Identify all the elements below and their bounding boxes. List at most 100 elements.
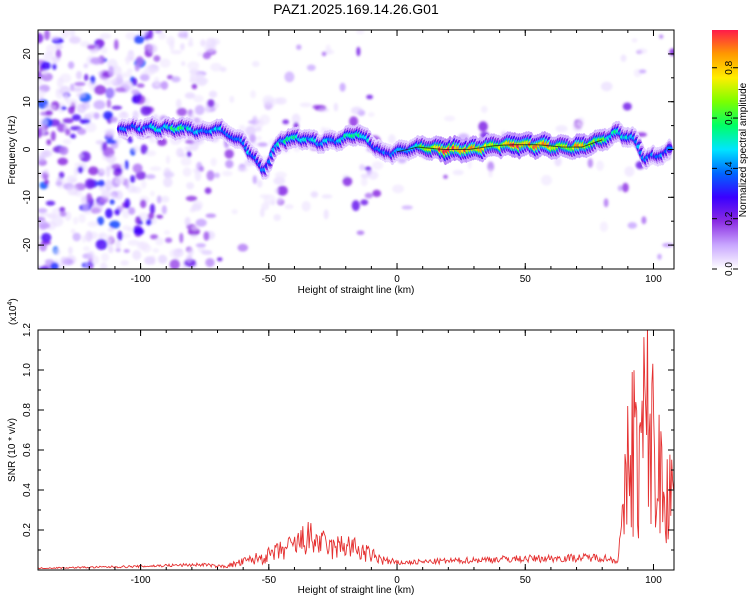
heatmap-cell	[52, 63, 57, 70]
heatmap-cell	[147, 30, 154, 40]
heatmap-cell	[194, 104, 205, 116]
heatmap-cell	[86, 193, 92, 202]
heatmap-cell	[134, 63, 140, 72]
heatmap-cell	[93, 112, 100, 120]
x-tick-label: 100	[645, 575, 662, 586]
heatmap-cell	[110, 116, 118, 123]
heatmap-cell	[73, 166, 79, 176]
heatmap-cell	[114, 177, 125, 185]
y-tick-label: 10	[22, 96, 33, 108]
heatmap-cell	[179, 232, 184, 244]
y-tick-label: 0.4	[22, 483, 33, 497]
heatmap-cell	[128, 49, 134, 55]
heatmap-cell	[122, 80, 135, 90]
heatmap-cell	[39, 96, 44, 102]
heatmap-cell	[195, 218, 207, 227]
heatmap-cell	[127, 239, 140, 246]
heatmap-cell	[372, 161, 384, 170]
heatmap-cell	[478, 121, 488, 132]
heatmap-cell	[89, 263, 94, 269]
heatmap-cell	[38, 266, 50, 269]
heatmap-cell	[56, 77, 64, 88]
heatmap-cell	[105, 139, 118, 144]
y-tick-label: 20	[22, 48, 33, 60]
heatmap-cell	[271, 97, 283, 105]
heatmap-cell	[156, 195, 162, 204]
heatmap-cell	[83, 63, 89, 69]
heatmap-cell	[102, 150, 112, 157]
heatmap-cell	[181, 61, 186, 67]
heatmap-cell	[133, 186, 142, 194]
y-tick-label: -20	[22, 237, 33, 252]
heatmap-cell	[176, 107, 187, 117]
heatmap-cell	[662, 243, 674, 248]
heatmap-cell	[38, 212, 50, 217]
heatmap-cell	[137, 30, 149, 37]
heatmap-cell	[66, 98, 78, 106]
heatmap-cell	[101, 189, 111, 200]
heatmap-cell	[72, 232, 81, 242]
heatmap-cell	[115, 248, 121, 253]
heatmap-cell	[78, 153, 84, 159]
heatmap-cell	[263, 194, 276, 205]
heatmap-cell	[364, 166, 372, 171]
heatmap-cell	[115, 240, 121, 249]
heatmap-cell	[105, 154, 117, 164]
heatmap-cell	[144, 97, 150, 106]
heatmap-cell	[38, 89, 46, 98]
heatmap-ridge-center	[396, 139, 603, 153]
heatmap-cell	[38, 32, 44, 44]
heatmap-cell	[57, 157, 68, 166]
snr-x-axis-label: Height of straight line (km)	[298, 585, 415, 596]
heatmap-cell	[596, 160, 604, 171]
heatmap-cell	[182, 167, 192, 177]
heatmap-cell	[132, 145, 140, 153]
heatmap-cell	[622, 102, 632, 111]
heatmap-cell	[638, 69, 647, 74]
heatmap-cell	[132, 77, 138, 86]
heatmap-cell	[273, 214, 282, 221]
heatmap-cell	[66, 175, 78, 184]
heatmap-cell	[145, 174, 156, 180]
heatmap-cell	[75, 70, 83, 80]
heatmap-cell	[170, 50, 183, 55]
colorbar-tick-label: 0.8	[724, 60, 735, 74]
heatmap-cell	[100, 262, 108, 269]
heatmap-cell	[349, 116, 359, 127]
heatmap-cell	[141, 180, 147, 189]
heatmap-cell	[260, 208, 265, 218]
heatmap-cell	[115, 167, 123, 173]
heatmap-cell	[669, 48, 674, 56]
heatmap-cell	[360, 199, 369, 206]
heatmap-cell	[79, 151, 91, 163]
heatmap-cell	[187, 41, 194, 47]
heatmap-cell	[84, 178, 95, 190]
heatmap-cell	[40, 222, 51, 229]
heatmap-cell	[135, 56, 144, 67]
heatmap-cell	[55, 181, 63, 187]
snr-panel: -100 -50 0 50 100 0.2 0.4 0.6 0.8 1.0 1.2 Height …	[7, 298, 675, 596]
heatmap-cell	[70, 228, 76, 234]
heatmap-cell	[130, 175, 136, 184]
heatmap-cell	[114, 208, 121, 216]
heatmap-cell	[175, 98, 182, 109]
heatmap-cell	[133, 35, 145, 44]
heatmap-cell	[155, 237, 164, 246]
heatmap-cell	[359, 164, 365, 171]
heatmap-cell	[202, 52, 211, 60]
heatmap-cell	[339, 82, 346, 92]
heatmap-cell	[237, 243, 249, 252]
heatmap-cell	[115, 87, 127, 93]
heatmap-cell	[127, 184, 136, 194]
heatmap-cell	[98, 168, 106, 174]
heatmap-cell	[321, 51, 327, 57]
heatmap-cell	[169, 259, 180, 269]
heatmap-cell	[38, 70, 42, 80]
heatmap-cell	[631, 38, 638, 43]
heatmap-cell	[77, 166, 84, 174]
heatmap-cell	[41, 150, 53, 158]
heatmap-cell	[659, 34, 664, 39]
heatmap-cell	[165, 155, 171, 165]
heatmap-cell	[68, 106, 75, 115]
heatmap-cell	[38, 79, 43, 86]
